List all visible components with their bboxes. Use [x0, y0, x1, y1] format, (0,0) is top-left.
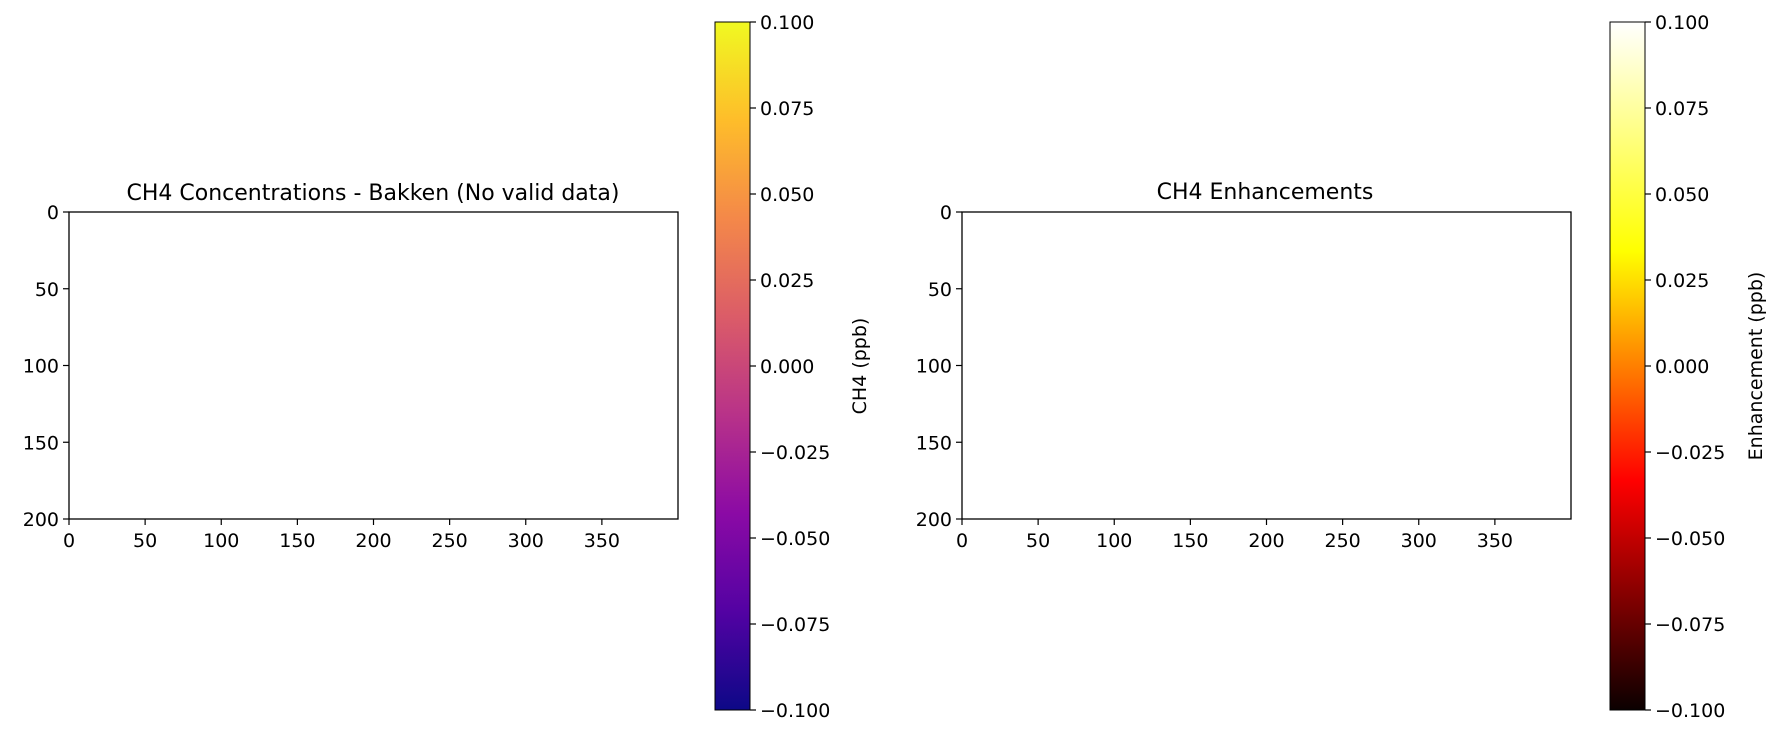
- concentration-colorbar-tick-label: −0.075: [760, 614, 830, 636]
- enhancement-colorbar-tick-label: 0.000: [1655, 356, 1709, 378]
- enhancement-colorbar-tick-label: −0.050: [1655, 528, 1725, 550]
- enhancement-colorbar-tick-label: 0.050: [1655, 184, 1709, 206]
- enhancement-colorbar-tick-label: 0.025: [1655, 270, 1709, 292]
- enhancement-x-tick-label: 100: [1096, 530, 1132, 552]
- concentration-colorbar-ticks: −0.100 −0.075 −0.050 −0.025 0.000 0.025 0.050 0…: [750, 12, 830, 722]
- enhancement-x-tick-label: 350: [1477, 530, 1513, 552]
- concentration-y-ticks: 0 50 100 150 200: [23, 202, 69, 531]
- enhancement-y-tick-label: 0: [940, 202, 952, 224]
- concentration-colorbar: [714, 21, 751, 711]
- concentration-chart-title: CH4 Concentrations - Bakken (No valid da…: [127, 181, 620, 206]
- concentration-y-tick-label: 150: [23, 432, 59, 454]
- concentration-x-tick-label: 350: [584, 530, 620, 552]
- enhancement-x-tick-label: 50: [1026, 530, 1050, 552]
- enhancement-colorbar-ticks: −0.100 −0.075 −0.050 −0.025 0.000 0.025 0.050 0…: [1645, 12, 1725, 722]
- enhancement-chart-title: CH4 Enhancements: [1157, 180, 1374, 205]
- enhancement-x-tick-label: 0: [956, 530, 968, 552]
- concentration-colorbar-tick-label: 0.100: [760, 12, 814, 34]
- concentration-colorbar-label: CH4 (ppb): [849, 318, 871, 415]
- enhancement-colorbar-tick-label: −0.100: [1655, 700, 1725, 722]
- enhancement-colorbar-tick-label: 0.100: [1655, 12, 1709, 34]
- enhancement-y-tick-label: 200: [916, 509, 952, 531]
- concentration-x-tick-label: 200: [355, 530, 391, 552]
- enhancement-x-tick-label: 200: [1248, 530, 1284, 552]
- concentration-x-tick-label: 300: [508, 530, 544, 552]
- enhancement-plot-area: [961, 211, 1572, 520]
- concentration-colorbar-tick-label: 0.000: [760, 356, 814, 378]
- concentration-x-ticks: 0 50 100 150 200 250 300 350: [63, 519, 620, 552]
- enhancement-x-ticks: 0 50 100 150 200 250 300 350: [956, 519, 1513, 552]
- concentration-x-tick-label: 150: [279, 530, 315, 552]
- concentration-colorbar-tick-label: −0.025: [760, 442, 830, 464]
- concentration-x-tick-label: 250: [431, 530, 467, 552]
- concentration-colorbar-tick-label: −0.050: [760, 528, 830, 550]
- enhancement-panel: CH4 Enhancements 0 50 100 150 200 250 300 350 0…: [916, 12, 1767, 722]
- enhancement-x-tick-label: 300: [1401, 530, 1437, 552]
- concentration-plot-area: [68, 211, 679, 520]
- concentration-colorbar-tick-label: 0.075: [760, 98, 814, 120]
- enhancement-x-tick-label: 150: [1172, 530, 1208, 552]
- enhancement-y-ticks: 0 50 100 150 200: [916, 202, 962, 531]
- concentration-colorbar-tick-label: −0.100: [760, 700, 830, 722]
- concentration-y-tick-label: 0: [47, 202, 59, 224]
- enhancement-y-tick-label: 50: [928, 279, 952, 301]
- concentration-y-tick-label: 200: [23, 509, 59, 531]
- enhancement-colorbar-tick-label: 0.075: [1655, 98, 1709, 120]
- enhancement-y-tick-label: 150: [916, 432, 952, 454]
- concentration-colorbar-tick-label: 0.025: [760, 270, 814, 292]
- concentration-x-tick-label: 0: [63, 530, 75, 552]
- enhancement-colorbar-tick-label: −0.025: [1655, 442, 1725, 464]
- enhancement-colorbar: [1609, 21, 1646, 711]
- concentration-colorbar-tick-label: 0.050: [760, 184, 814, 206]
- enhancement-colorbar-label: Enhancement (ppb): [1745, 272, 1767, 461]
- concentration-y-tick-label: 50: [35, 279, 59, 301]
- concentration-x-tick-label: 100: [203, 530, 239, 552]
- concentration-panel: CH4 Concentrations - Bakken (No valid da…: [23, 12, 871, 722]
- enhancement-y-tick-label: 100: [916, 356, 952, 378]
- enhancement-colorbar-tick-label: −0.075: [1655, 614, 1725, 636]
- concentration-x-tick-label: 50: [133, 530, 157, 552]
- enhancement-x-tick-label: 250: [1324, 530, 1360, 552]
- concentration-y-tick-label: 100: [23, 356, 59, 378]
